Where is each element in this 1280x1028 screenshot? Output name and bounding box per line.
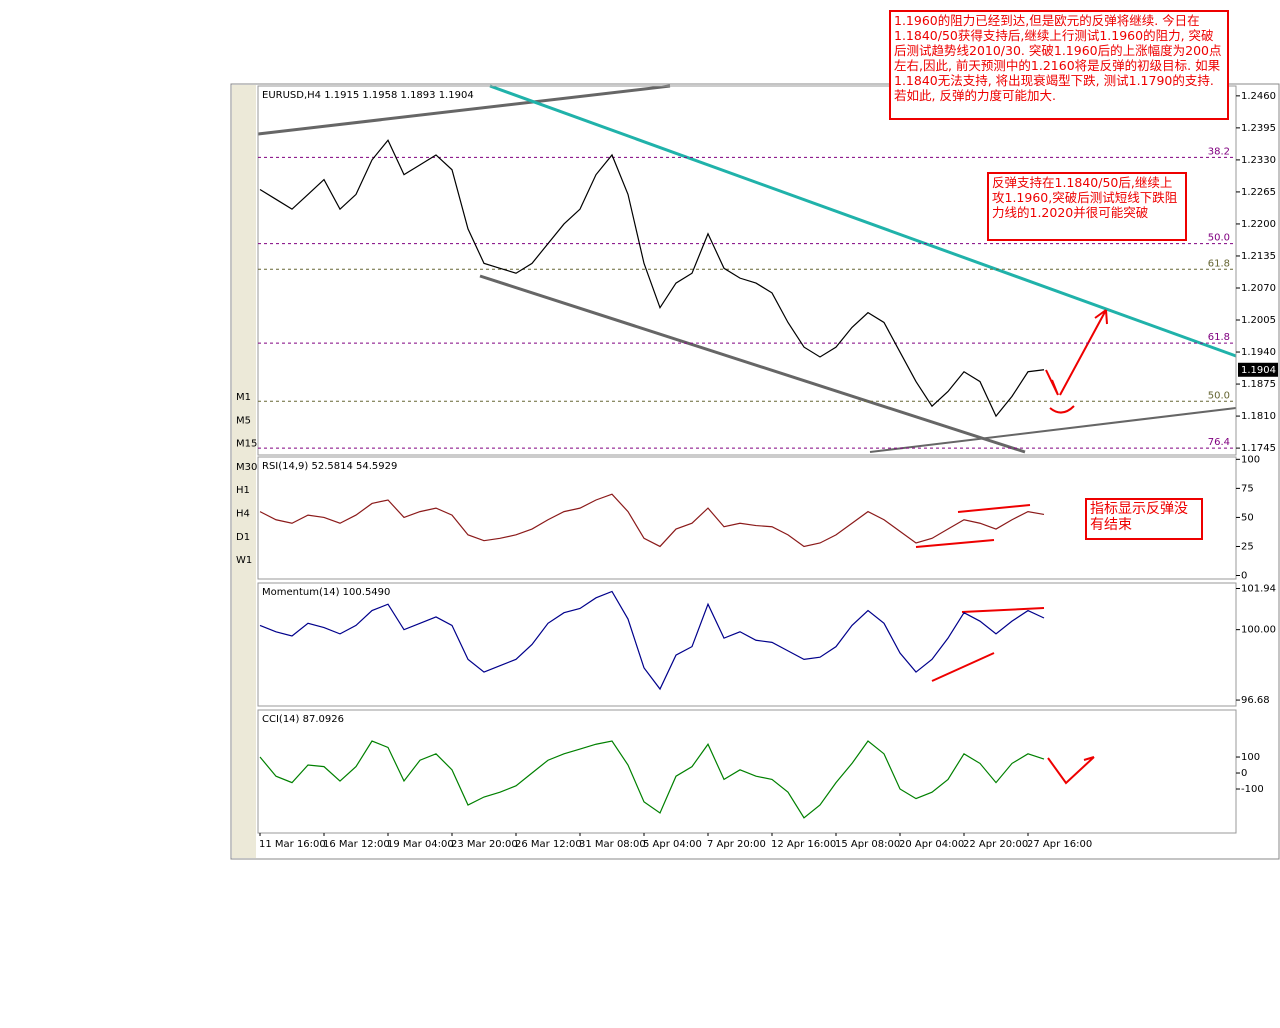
y-tick-label: 1.2395 bbox=[1241, 123, 1276, 134]
panel-title: EURUSD,H4 1.1915 1.1958 1.1893 1.1904 bbox=[262, 90, 474, 101]
x-tick-label: 11 Mar 16:00 bbox=[259, 839, 326, 850]
y-tick-label: 100 bbox=[1241, 752, 1260, 763]
x-tick-label: 15 Apr 08:00 bbox=[835, 839, 900, 850]
y-tick-label: 1.2135 bbox=[1241, 251, 1276, 262]
y-tick-label: 0 bbox=[1241, 768, 1247, 779]
y-tick-label: 1.2070 bbox=[1241, 283, 1276, 294]
y-tick-label: 1.2460 bbox=[1241, 91, 1276, 102]
note: 反弹支持在1.1840/50后,继续上攻1.1960,突破后测试短线下跌阻力线的… bbox=[987, 172, 1187, 241]
arrow bbox=[1059, 309, 1108, 396]
timeframe-button[interactable]: H1 bbox=[236, 485, 250, 496]
last-price-box bbox=[1238, 362, 1278, 377]
x-tick-label: 19 Mar 04:00 bbox=[387, 839, 454, 850]
note: 指标显示反弹没有结束 bbox=[1085, 498, 1203, 540]
x-tick-label: 31 Mar 08:00 bbox=[579, 839, 646, 850]
timeframe-button[interactable]: M30 bbox=[236, 462, 257, 473]
series-line bbox=[259, 139, 1045, 418]
annotation-line bbox=[915, 504, 1095, 785]
y-tick-label: 50 bbox=[1241, 512, 1254, 523]
y-tick-label: 1.2005 bbox=[1241, 315, 1276, 326]
fib-label: 76.4 bbox=[1208, 437, 1230, 448]
y-tick-label: 101.94 bbox=[1241, 584, 1276, 595]
timeframe-button[interactable]: M5 bbox=[236, 415, 251, 426]
panel-title: CCI(14) 87.0926 bbox=[262, 714, 344, 725]
y-tick-label: 1.1940 bbox=[1241, 347, 1276, 358]
y-tick-label: 100.00 bbox=[1241, 625, 1276, 636]
series-line bbox=[259, 740, 1045, 819]
fib-label: 38.2 bbox=[1208, 146, 1230, 157]
panel bbox=[257, 85, 1237, 456]
y-tick-label: 96.68 bbox=[1241, 695, 1270, 706]
panel-title: RSI(14,9) 52.5814 54.5929 bbox=[262, 461, 397, 472]
x-tick-label: 23 Mar 20:00 bbox=[451, 839, 518, 850]
fib-label: 50.0 bbox=[1208, 390, 1230, 401]
x-tick-label: 5 Apr 04:00 bbox=[643, 839, 702, 850]
y-tick-label: 100 bbox=[1241, 454, 1260, 465]
x-tick-label: 7 Apr 20:00 bbox=[707, 839, 766, 850]
y-tick-label: 25 bbox=[1241, 541, 1254, 552]
fib-label: 61.8 bbox=[1208, 332, 1230, 343]
panel bbox=[257, 456, 1237, 580]
fib-label: 61.8 bbox=[1208, 258, 1230, 269]
y-tick-label: 1.2330 bbox=[1241, 155, 1276, 166]
fib-label: 50.0 bbox=[1208, 233, 1230, 244]
series-line bbox=[259, 493, 1045, 548]
panel bbox=[257, 709, 1237, 834]
x-tick-label: 27 Apr 16:00 bbox=[1027, 839, 1092, 850]
x-tick-label: 22 Apr 20:00 bbox=[963, 839, 1028, 850]
series-line bbox=[259, 590, 1045, 691]
trend-line bbox=[479, 274, 1026, 454]
y-tick-label: 75 bbox=[1241, 483, 1254, 494]
arrow bbox=[1049, 405, 1075, 414]
timeframe-button[interactable]: W1 bbox=[236, 555, 252, 566]
last-price-label: 1.1904 bbox=[1241, 365, 1276, 376]
x-tick-label: 20 Apr 04:00 bbox=[899, 839, 964, 850]
trend-line bbox=[257, 84, 671, 136]
y-tick-label: 1.2200 bbox=[1241, 219, 1276, 230]
x-tick-label: 16 Mar 12:00 bbox=[323, 839, 390, 850]
y-tick-label: 1.1875 bbox=[1241, 379, 1276, 390]
x-tick-label: 26 Mar 12:00 bbox=[515, 839, 582, 850]
timeframe-button[interactable]: M1 bbox=[236, 392, 251, 403]
y-tick-label: 0 bbox=[1241, 571, 1247, 582]
timeframe-button[interactable]: H4 bbox=[236, 509, 250, 520]
panel-title: Momentum(14) 100.5490 bbox=[262, 587, 390, 598]
timeframe-button[interactable]: M15 bbox=[236, 439, 257, 450]
panel bbox=[257, 582, 1237, 707]
y-tick-label: -100 bbox=[1241, 784, 1264, 795]
y-tick-label: 1.1810 bbox=[1241, 411, 1276, 422]
trend-line bbox=[489, 84, 1237, 358]
y-tick-label: 1.1745 bbox=[1241, 443, 1276, 454]
x-tick-label: 12 Apr 16:00 bbox=[771, 839, 836, 850]
note: 1.1960的阻力已经到达,但是欧元的反弹将继续. 今日在1.1840/50获得… bbox=[889, 10, 1229, 120]
toolbar bbox=[232, 85, 256, 858]
timeframe-button[interactable]: D1 bbox=[236, 532, 250, 543]
y-tick-label: 1.2265 bbox=[1241, 187, 1276, 198]
arrow bbox=[1045, 369, 1059, 396]
trend-line bbox=[869, 407, 1237, 453]
